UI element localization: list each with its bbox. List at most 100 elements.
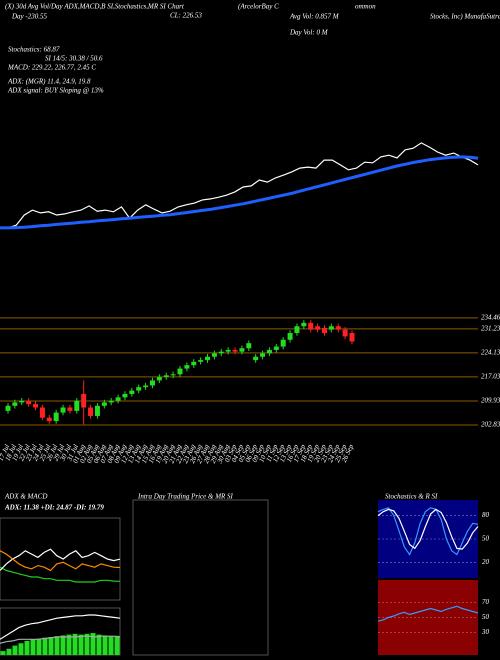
candle-body (115, 397, 121, 401)
y-tick-label: 224.13 (481, 349, 500, 357)
histogram-bar (18, 643, 24, 655)
candle-body (328, 326, 334, 330)
panel-subtitle: ADX: 11.38 +DI: 24.87 -DI: 19.79 (4, 504, 104, 512)
histogram-bar (36, 638, 42, 655)
series-line (0, 566, 121, 583)
candle-body (67, 407, 73, 411)
candle-body (315, 326, 321, 330)
candle-body (321, 327, 327, 334)
candle-body (19, 400, 25, 403)
candle-body (101, 402, 107, 406)
candle-body (33, 404, 39, 408)
annotation: Stocks, Inc) MunafaSutra.com (430, 13, 500, 21)
series-line (0, 142, 479, 229)
candle-body (60, 407, 66, 413)
candle-body (94, 405, 100, 416)
annotation: (X) 30d Avg Vol/Day ADX,MACD,B SI,Stocha… (5, 3, 185, 11)
candle-body (177, 368, 183, 375)
candle-body (232, 349, 238, 352)
annotation: Day -230.55 (11, 13, 47, 21)
candle-body (301, 322, 307, 327)
candle-body (149, 380, 155, 386)
y-tick-label: 20 (482, 558, 490, 566)
candle-body (260, 353, 266, 357)
candle-body (12, 402, 18, 406)
candle-body (39, 407, 45, 418)
candle-body (218, 351, 224, 354)
histogram-bar (96, 634, 102, 655)
candle-body (349, 333, 355, 342)
histogram-bar (114, 635, 120, 655)
annotation: CL: 226.53 (170, 12, 202, 20)
candle-body (81, 393, 87, 408)
annotation: Day Vol: 0 M (289, 29, 329, 37)
candle-body (253, 356, 259, 361)
annotation: (ArcelorBay C (238, 3, 279, 11)
histogram-bar (66, 634, 72, 655)
candle-body (108, 400, 114, 403)
panel-title: Stochastics & R SI (385, 493, 438, 501)
histogram-bar (48, 636, 54, 655)
histogram-bar (72, 633, 78, 655)
candle-body (136, 387, 142, 391)
candle-body (184, 365, 190, 369)
candle-body (266, 349, 272, 354)
candle-body (239, 348, 245, 352)
histogram-bar (102, 635, 108, 655)
candle-body (74, 400, 80, 411)
candle-body (53, 412, 59, 422)
panel-frame (0, 607, 121, 656)
candle-body (191, 361, 197, 366)
panel-background (132, 499, 269, 656)
candle-body (211, 353, 217, 357)
histogram-bar (12, 645, 18, 655)
candle-body (246, 343, 252, 349)
candle-body (129, 390, 135, 394)
y-tick-label: 50 (482, 535, 490, 543)
y-tick-label: 231.23 (481, 324, 500, 332)
candle-body (335, 326, 341, 330)
series-line (0, 614, 121, 640)
candle-body (156, 377, 162, 381)
y-tick-label: 217.03 (481, 373, 500, 381)
series-line (0, 155, 479, 230)
candle-body (198, 360, 204, 362)
candle-body (46, 417, 52, 422)
candle-body (205, 356, 211, 361)
candle-body (287, 333, 293, 340)
annotation: ommon (355, 3, 376, 11)
candle-body (294, 326, 300, 334)
candle-body (170, 374, 176, 376)
histogram-bar (108, 636, 114, 655)
candle-body (143, 385, 149, 388)
candle-body (225, 349, 231, 352)
annotation: SI 14/5: 30.38 / 50.6 (45, 55, 103, 63)
histogram-bar (0, 651, 6, 655)
series-line (377, 605, 479, 622)
panel-title: ADX & MACD (4, 493, 47, 501)
series-line (0, 550, 121, 572)
series-line (0, 548, 121, 571)
panel-frame (0, 517, 121, 601)
histogram-bar (30, 639, 36, 655)
candle-body (5, 405, 11, 411)
histogram-bar (42, 637, 48, 655)
y-tick-label: 50 (482, 613, 490, 621)
histogram-bar (78, 634, 84, 655)
candle-body (88, 407, 94, 416)
y-tick-label: 234.46 (481, 314, 500, 322)
annotation: ADX: (MGR) 11.4, 24.9, 19.8 (7, 78, 91, 86)
histogram-bar (60, 635, 66, 655)
candle-body (273, 346, 279, 350)
histogram-bar (24, 640, 30, 655)
panel-title: Intra Day Trading Price & MR SI (137, 493, 234, 501)
y-tick-label: 80 (482, 511, 490, 519)
annotation: MACD: 229.22, 226.77, 2.45 C (7, 64, 96, 72)
annotation: Stochastics: 68.87 (8, 46, 60, 54)
x-tick-label: 17 Jul (0, 443, 11, 462)
histogram-bar (84, 633, 90, 655)
histogram-bar (90, 633, 96, 655)
series-line (377, 507, 479, 556)
y-tick-label: 209.93 (481, 397, 500, 405)
